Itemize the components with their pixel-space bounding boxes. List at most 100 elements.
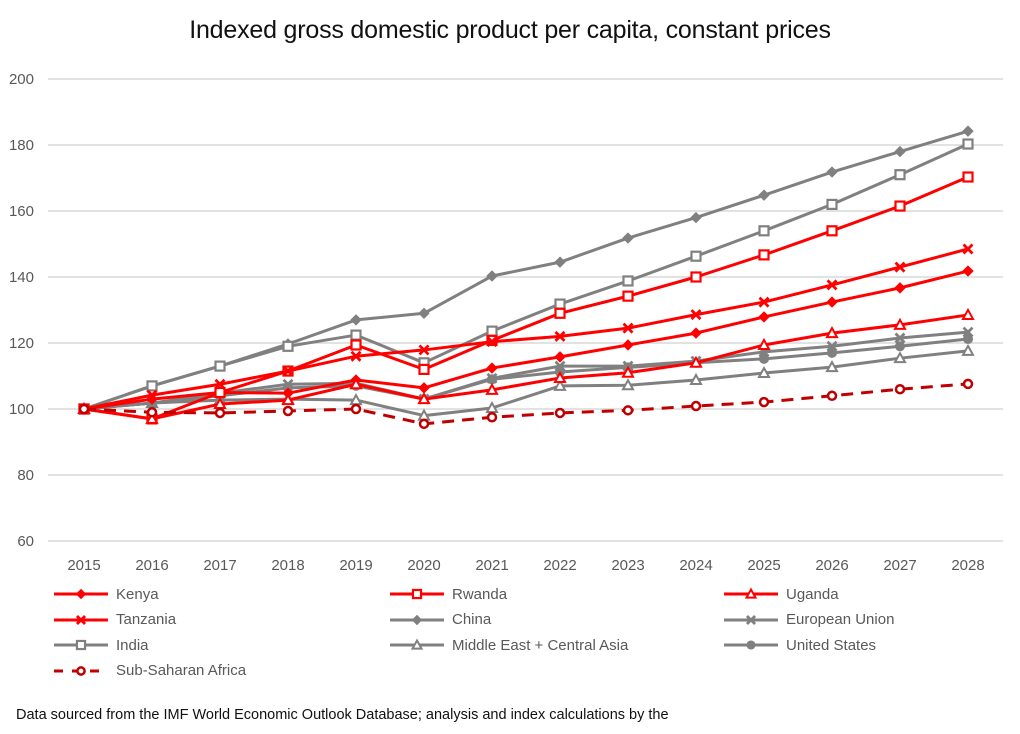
data-point-china <box>554 256 566 268</box>
x-tick-label: 2022 <box>543 557 576 574</box>
legend-item-middle-east-central-asia: Middle East + Central Asia <box>388 633 628 657</box>
data-point-sub-saharan-africa <box>214 407 226 419</box>
data-point-uganda <box>485 382 499 395</box>
x-tick-label: 2025 <box>747 557 780 574</box>
x-axis-ticks: 2015 2016 2017 2018 2019 2020 2021 2022 2023 2024… <box>67 557 984 574</box>
legend-swatch-rwanda <box>390 588 444 600</box>
data-point-sub-saharan-africa <box>622 405 634 416</box>
data-point-rwanda <box>622 290 634 302</box>
series-line-uganda <box>83 313 969 421</box>
data-point-uganda <box>417 392 431 405</box>
data-point-india <box>826 198 838 210</box>
series-line-kenya <box>83 269 969 411</box>
data-point-sub-saharan-africa <box>894 383 906 395</box>
legend-item-india: India <box>52 633 149 657</box>
data-point-rwanda <box>418 363 430 375</box>
legend-label: United States <box>786 636 877 654</box>
y-tick-label: 140 <box>9 269 34 286</box>
data-point-tanzania <box>486 336 498 348</box>
data-point-india <box>962 138 974 150</box>
legend-marker-rwanda <box>411 588 423 600</box>
legend-label: Uganda <box>786 585 839 603</box>
data-point-rwanda <box>826 225 838 237</box>
data-point-middle-east-central-asia <box>417 408 431 421</box>
x-tick-label: 2019 <box>339 557 372 574</box>
series-line-middle-east-central-asia <box>83 349 969 418</box>
data-point-sub-saharan-africa <box>78 403 90 415</box>
y-tick-label: 80 <box>17 467 34 484</box>
data-point-uganda <box>689 355 703 368</box>
data-point-sub-saharan-africa <box>690 400 702 412</box>
legend-label: Tanzania <box>116 611 177 628</box>
data-point-kenya <box>758 311 770 323</box>
legend-swatch-kenya <box>54 588 108 600</box>
data-point-tanzania <box>214 378 226 390</box>
data-point-rwanda <box>894 200 906 212</box>
data-point-china <box>418 307 430 320</box>
data-point-middle-east-central-asia <box>485 400 499 414</box>
data-point-sub-saharan-africa <box>962 378 974 390</box>
x-tick-label: 2018 <box>271 557 304 574</box>
y-tick-label: 100 <box>9 401 34 418</box>
x-tick-label: 2015 <box>67 557 100 574</box>
data-point-kenya <box>418 382 430 394</box>
data-point-india <box>690 250 702 262</box>
legend-item-tanzania: Tanzania <box>52 608 176 632</box>
data-point-china <box>962 125 974 137</box>
series-line-rwanda <box>83 175 969 421</box>
data-point-uganda <box>961 307 975 320</box>
legend-swatch-middle-east-central-asia <box>390 638 444 650</box>
legend-marker-tanzania <box>75 614 87 625</box>
source-footnote: Data sourced from the IMF World Economic… <box>16 707 669 723</box>
data-point-uganda <box>621 365 635 378</box>
data-point-tanzania <box>758 296 770 308</box>
data-point-rwanda <box>350 339 362 351</box>
legend-item-sub-saharan-africa: Sub-Saharan Africa <box>52 659 246 683</box>
legend-swatch-tanzania <box>54 614 108 625</box>
series-tanzania <box>78 243 974 415</box>
y-tick-label: 160 <box>9 203 34 220</box>
data-point-china <box>826 166 838 178</box>
y-tick-label: 200 <box>9 71 34 88</box>
legend-label: Sub-Saharan Africa <box>116 662 247 679</box>
legend-label: Middle East + Central Asia <box>452 636 629 654</box>
legend-item-china: China <box>388 608 491 632</box>
data-point-sub-saharan-africa <box>146 407 158 418</box>
data-point-uganda <box>757 337 771 350</box>
series-line-united-states <box>83 337 969 411</box>
x-tick-label: 2017 <box>203 557 236 574</box>
data-point-sub-saharan-africa <box>758 396 770 408</box>
x-tick-label: 2016 <box>135 557 168 574</box>
data-point-india <box>214 360 226 372</box>
legend-label: Rwanda <box>452 585 508 603</box>
data-point-tanzania <box>146 389 158 401</box>
data-point-middle-east-central-asia <box>961 343 975 356</box>
legend-marker-china <box>411 614 423 625</box>
x-tick-label: 2027 <box>883 557 916 574</box>
data-point-india <box>622 275 634 287</box>
data-point-tanzania <box>554 330 566 342</box>
data-point-sub-saharan-africa <box>350 403 362 415</box>
data-point-uganda <box>893 317 907 330</box>
data-point-european-union <box>894 332 906 344</box>
data-point-kenya <box>962 265 974 277</box>
data-point-rwanda <box>690 271 702 283</box>
data-point-middle-east-central-asia <box>553 378 567 391</box>
data-point-china <box>622 232 634 244</box>
legend-item-united-states: United States <box>722 633 876 657</box>
data-point-rwanda <box>962 171 974 183</box>
gridlines <box>48 78 1003 542</box>
data-point-united-states <box>963 334 973 345</box>
data-point-tanzania <box>894 261 906 273</box>
data-point-india <box>894 169 906 181</box>
data-point-tanzania <box>962 243 974 255</box>
legend-label: India <box>116 636 149 654</box>
legend-item-european-union: European Union <box>722 608 894 632</box>
chart-title: Indexed gross domestic product per capit… <box>189 16 831 44</box>
data-point-middle-east-central-asia <box>893 351 907 364</box>
x-tick-label: 2020 <box>407 557 440 574</box>
data-point-rwanda <box>758 249 770 261</box>
legend-marker-middle-east-central-asia <box>410 638 424 650</box>
data-point-india <box>758 225 770 237</box>
